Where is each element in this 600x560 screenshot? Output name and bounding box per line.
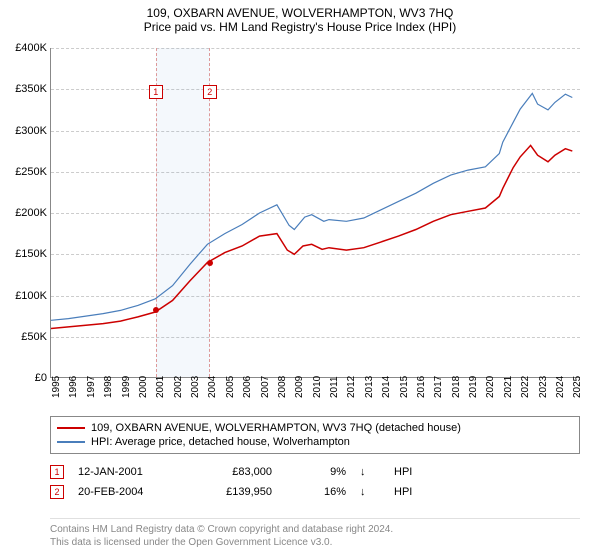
footer-line: Contains HM Land Registry data © Crown c… [50, 523, 580, 536]
y-axis-tick-label: £400K [1, 42, 47, 54]
legend-label: 109, OXBARN AVENUE, WOLVERHAMPTON, WV3 7… [91, 422, 461, 434]
x-axis-tick-label: 1998 [103, 376, 114, 398]
transaction-note: HPI [394, 486, 412, 498]
x-axis-tick-label: 2017 [433, 376, 444, 398]
x-axis-tick-label: 2021 [503, 376, 514, 398]
x-axis-tick-label: 2009 [294, 376, 305, 398]
x-axis-tick-label: 2023 [538, 376, 549, 398]
chart-subtitle: Price paid vs. HM Land Registry's House … [0, 20, 600, 34]
x-axis-tick-label: 2002 [173, 376, 184, 398]
transactions-list: 1 12-JAN-2001 £83,000 9% ↓ HPI 2 20-FEB-2004 £13… [50, 462, 580, 502]
y-axis-tick-label: £50K [1, 331, 47, 343]
y-axis-tick-label: £200K [1, 207, 47, 219]
transaction-point-1 [153, 307, 159, 313]
x-axis-tick-label: 2013 [364, 376, 375, 398]
x-axis-tick-label: 2005 [225, 376, 236, 398]
footer-attribution: Contains HM Land Registry data © Crown c… [50, 518, 580, 549]
x-axis-tick-label: 2025 [572, 376, 583, 398]
x-axis-tick-label: 2018 [451, 376, 462, 398]
y-axis-tick-label: £250K [1, 166, 47, 178]
y-axis-tick-label: £100K [1, 290, 47, 302]
x-axis-tick-label: 1999 [121, 376, 132, 398]
arrow-down-icon: ↓ [360, 486, 380, 498]
legend-label: HPI: Average price, detached house, Wolv… [91, 436, 350, 448]
x-axis-tick-label: 2010 [312, 376, 323, 398]
chart-title: 109, OXBARN AVENUE, WOLVERHAMPTON, WV3 7… [0, 6, 600, 20]
transaction-price: £139,950 [192, 486, 272, 498]
legend-item-price-paid: 109, OXBARN AVENUE, WOLVERHAMPTON, WV3 7… [57, 421, 573, 435]
legend: 109, OXBARN AVENUE, WOLVERHAMPTON, WV3 7… [50, 416, 580, 454]
x-axis-tick-label: 1997 [86, 376, 97, 398]
series-svg [51, 48, 580, 377]
series-line-hpi [51, 93, 572, 320]
x-axis-tick-label: 2011 [329, 376, 340, 398]
x-axis-tick-label: 2008 [277, 376, 288, 398]
x-axis-tick-label: 2016 [416, 376, 427, 398]
x-axis-tick-label: 2024 [555, 376, 566, 398]
transaction-note: HPI [394, 466, 412, 478]
footer-line: This data is licensed under the Open Gov… [50, 536, 580, 549]
transaction-date: 20-FEB-2004 [78, 486, 178, 498]
transaction-date: 12-JAN-2001 [78, 466, 178, 478]
legend-swatch [57, 441, 85, 443]
x-axis-tick-label: 2014 [381, 376, 392, 398]
y-axis-tick-label: £350K [1, 83, 47, 95]
transaction-pct: 16% [286, 486, 346, 498]
y-axis-tick-label: £300K [1, 125, 47, 137]
transaction-marker-1: 1 [149, 85, 163, 99]
x-axis-tick-label: 2003 [190, 376, 201, 398]
transaction-row: 1 12-JAN-2001 £83,000 9% ↓ HPI [50, 462, 580, 482]
transaction-row-marker: 1 [50, 465, 64, 479]
x-axis-tick-label: 1995 [51, 376, 62, 398]
x-axis-tick-label: 2001 [155, 376, 166, 398]
legend-swatch [57, 427, 85, 429]
x-axis-tick-label: 2022 [520, 376, 531, 398]
transaction-pct: 9% [286, 466, 346, 478]
transaction-point-2 [207, 260, 213, 266]
transaction-price: £83,000 [192, 466, 272, 478]
transaction-row: 2 20-FEB-2004 £139,950 16% ↓ HPI [50, 482, 580, 502]
x-axis-tick-label: 2020 [485, 376, 496, 398]
x-axis-tick-label: 1996 [68, 376, 79, 398]
x-axis-tick-label: 2004 [207, 376, 218, 398]
x-axis-tick-label: 2006 [242, 376, 253, 398]
arrow-down-icon: ↓ [360, 466, 380, 478]
x-axis-tick-label: 2015 [399, 376, 410, 398]
x-axis-tick-label: 2000 [138, 376, 149, 398]
y-axis-tick-label: £0 [1, 372, 47, 384]
series-line-price_paid [51, 145, 572, 328]
chart-plot-area: £0£50K£100K£150K£200K£250K£300K£350K£400… [50, 48, 580, 378]
legend-item-hpi: HPI: Average price, detached house, Wolv… [57, 435, 573, 449]
x-axis-tick-label: 2007 [260, 376, 271, 398]
y-axis-tick-label: £150K [1, 248, 47, 260]
x-axis-tick-label: 2012 [346, 376, 357, 398]
x-axis-tick-label: 2019 [468, 376, 479, 398]
transaction-row-marker: 2 [50, 485, 64, 499]
transaction-marker-2: 2 [203, 85, 217, 99]
